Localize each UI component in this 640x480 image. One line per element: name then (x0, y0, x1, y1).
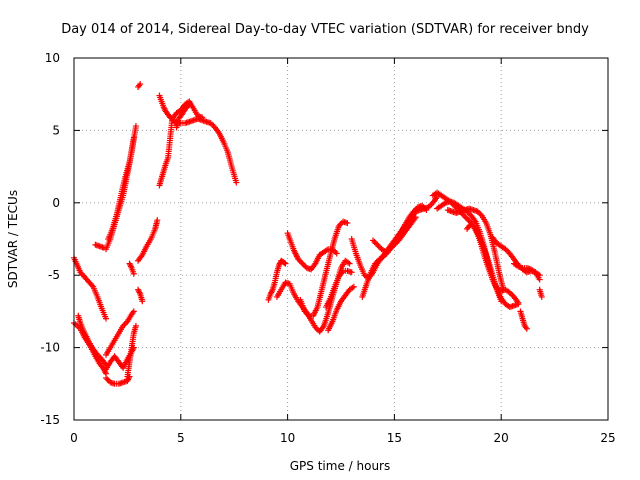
data-point (370, 237, 377, 244)
series-trace-2 (71, 319, 110, 377)
series-trace-36 (517, 308, 530, 332)
series-trace-10 (105, 134, 137, 242)
series-trace-18 (173, 101, 193, 131)
series-trace-21 (284, 230, 323, 273)
series-trace-37 (536, 286, 545, 300)
series-trace-28 (370, 214, 419, 256)
series-trace-25 (316, 246, 340, 258)
data-point (375, 243, 382, 250)
data-point (464, 215, 471, 222)
data-point (154, 217, 161, 224)
series-trace-35 (511, 260, 543, 283)
data-point (350, 283, 357, 290)
x-tick-label: 25 (600, 431, 615, 445)
data-point (371, 238, 378, 245)
x-tick-label: 15 (387, 431, 402, 445)
series-trace-1 (71, 254, 110, 322)
y-tick-label: -15 (40, 413, 60, 427)
y-axis-label: SDTVAR / TECUs (6, 190, 20, 288)
data-point (207, 120, 214, 127)
series-trace-27 (359, 202, 430, 300)
data-points (71, 81, 545, 387)
data-point (130, 270, 137, 277)
data-point (333, 250, 340, 257)
data-point (346, 260, 353, 267)
data-point (374, 241, 381, 248)
y-tick-label: -10 (40, 341, 60, 355)
y-tick-label: 0 (52, 196, 60, 210)
data-point (300, 262, 307, 269)
series-trace-12 (135, 81, 144, 90)
data-point (372, 240, 379, 247)
data-point (462, 214, 469, 221)
data-point (298, 259, 305, 266)
data-point (348, 269, 355, 276)
x-axis-label: GPS time / hours (290, 459, 391, 473)
data-point (139, 298, 146, 305)
series-trace-31 (444, 205, 507, 293)
data-point (233, 179, 240, 186)
data-point (104, 376, 111, 383)
y-tick-label: 5 (52, 123, 60, 137)
x-tick-labels: 0 5 10 15 20 25 (70, 431, 615, 445)
series-trace-14 (135, 217, 161, 264)
data-point (132, 123, 139, 130)
series-trace-33 (464, 221, 475, 232)
data-point (299, 260, 306, 267)
data-point (332, 249, 339, 256)
series-trace-4 (103, 373, 133, 387)
y-tick-labels: -15 -10 -5 0 5 10 (40, 51, 60, 427)
series-trace-5 (103, 308, 137, 358)
series-trace-13 (135, 286, 146, 305)
data-point (137, 81, 144, 88)
data-point (468, 221, 475, 228)
data-point (474, 208, 481, 215)
data-point (127, 263, 134, 270)
chart-title: Day 014 of 2014, Sidereal Day-to-day VTE… (61, 22, 589, 37)
data-point (130, 308, 137, 315)
series-trace-11 (126, 260, 137, 277)
series-trace-17 (173, 115, 240, 186)
y-tick-label: 10 (45, 51, 60, 65)
data-point (423, 207, 430, 214)
x-tick-label: 0 (70, 431, 78, 445)
series-trace-30 (434, 198, 522, 311)
x-tick-label: 10 (280, 431, 295, 445)
data-point (136, 82, 143, 89)
data-point (467, 222, 474, 229)
x-tick-label: 5 (177, 431, 185, 445)
data-point (125, 375, 132, 382)
x-tick-label: 20 (494, 431, 509, 445)
data-point (536, 276, 543, 283)
data-point (523, 325, 530, 332)
data-point (103, 315, 110, 322)
data-point (130, 134, 137, 141)
plot-frame (73, 57, 609, 421)
y-tick-label: -5 (48, 268, 60, 282)
gridlines (73, 57, 609, 421)
series-trace-16 (156, 92, 180, 127)
data-point (281, 259, 288, 266)
data-point (515, 299, 522, 306)
series-trace-3 (75, 312, 110, 368)
series-trace-24 (325, 283, 357, 334)
data-point (186, 101, 193, 108)
data-point (282, 260, 289, 267)
series-trace-32 (472, 225, 522, 306)
data-point (412, 214, 419, 221)
data-point (132, 322, 139, 329)
data-point (103, 375, 110, 382)
series-trace-23 (323, 267, 355, 311)
series-trace-7 (124, 322, 139, 380)
series-trace-19 (265, 257, 289, 303)
data-point (538, 293, 545, 300)
data-point (344, 220, 351, 227)
